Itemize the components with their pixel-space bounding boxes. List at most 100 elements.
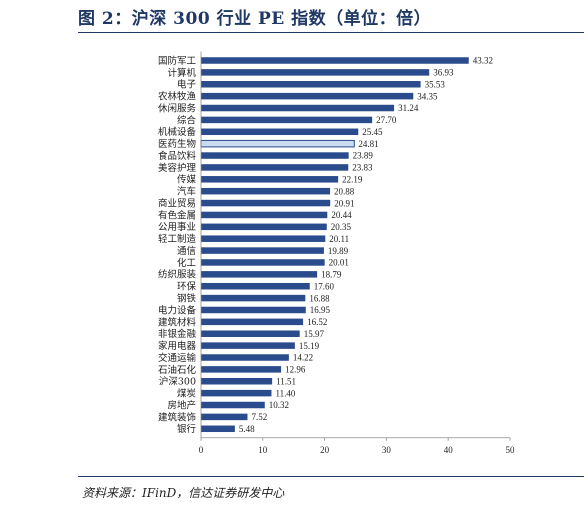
bar <box>201 401 265 409</box>
category-label: 建筑装饰 <box>158 411 196 423</box>
category-label: 轻工制造 <box>158 233 197 245</box>
category-label: 商业贸易 <box>158 197 196 209</box>
value-label: 20.88 <box>334 186 355 196</box>
category-label: 通信 <box>177 245 196 257</box>
category-label: 计算机 <box>167 67 196 79</box>
bar <box>201 378 273 385</box>
category-label: 沪深300 <box>159 376 196 388</box>
bar <box>200 139 355 148</box>
bar <box>201 282 310 290</box>
bar <box>201 354 289 361</box>
x-tick-label: 50 <box>506 445 516 455</box>
bar <box>201 306 306 314</box>
bar <box>201 211 328 219</box>
value-label: 15.19 <box>299 341 320 351</box>
value-label: 18.79 <box>321 270 342 280</box>
value-label: 7.52 <box>251 412 267 422</box>
bar <box>201 259 325 266</box>
value-label: 16.52 <box>307 317 327 327</box>
value-label: 35.53 <box>425 79 446 89</box>
category-label: 交通运输 <box>158 352 197 364</box>
bar <box>201 330 300 337</box>
category-label: 国防军工 <box>158 55 197 67</box>
category-label: 石油石化 <box>158 364 197 376</box>
category-label: 煤炭 <box>177 388 197 400</box>
category-label: 机械设备 <box>158 126 197 138</box>
category-label: 传媒 <box>177 174 197 186</box>
bar <box>201 116 373 124</box>
value-label: 23.83 <box>352 163 373 173</box>
category-label: 汽车 <box>177 186 196 198</box>
value-label: 15.97 <box>304 329 325 339</box>
category-label: 建筑材料 <box>158 316 197 328</box>
category-label: 医药生物 <box>158 138 197 150</box>
title-rule <box>78 32 584 33</box>
value-label: 34.35 <box>417 91 438 101</box>
x-tick-label: 0 <box>199 445 204 455</box>
bar <box>201 164 349 171</box>
category-label: 农林牧渔 <box>158 91 197 103</box>
value-label: 20.35 <box>331 222 352 232</box>
category-label: 电力设备 <box>158 304 197 316</box>
category-label: 公用事业 <box>158 221 196 233</box>
value-label: 24.81 <box>358 139 378 149</box>
value-label: 36.93 <box>433 68 454 78</box>
category-label: 非银金融 <box>158 328 197 340</box>
bar <box>201 366 282 373</box>
category-label: 电子 <box>177 79 197 91</box>
bar <box>201 247 324 254</box>
value-label: 20.11 <box>329 234 349 244</box>
bar <box>201 223 327 231</box>
bar <box>201 425 235 433</box>
value-label: 14.22 <box>293 353 313 363</box>
value-label: 20.91 <box>334 198 354 208</box>
value-label: 5.48 <box>239 424 255 434</box>
x-tick-label: 30 <box>382 445 392 455</box>
bar <box>201 235 326 242</box>
bar <box>201 128 359 136</box>
bar <box>201 176 339 183</box>
value-label: 17.60 <box>314 281 335 291</box>
category-label: 家用电器 <box>158 340 197 352</box>
bar <box>201 104 395 112</box>
value-label: 23.89 <box>353 151 374 161</box>
value-label: 20.01 <box>329 258 349 268</box>
bar <box>201 271 318 278</box>
category-label: 综合 <box>177 114 197 126</box>
bar <box>201 199 331 207</box>
bar <box>201 152 349 159</box>
bar <box>201 57 469 64</box>
figure-title: 图 2：沪深 300 行业 PE 指数（单位：倍） <box>78 9 432 29</box>
bar <box>201 92 414 100</box>
source-rule <box>78 476 584 477</box>
bar <box>201 389 272 397</box>
value-label: 11.40 <box>275 388 295 398</box>
value-label: 10.32 <box>269 400 289 410</box>
value-label: 27.70 <box>376 115 397 125</box>
value-label: 12.96 <box>285 365 306 375</box>
bar <box>201 69 430 76</box>
x-tick-label: 20 <box>320 445 330 455</box>
category-label: 美容护理 <box>158 162 197 174</box>
bar <box>201 342 295 349</box>
category-label: 银行 <box>177 423 197 435</box>
value-label: 31.24 <box>398 103 419 113</box>
x-tick-label: 10 <box>258 445 268 455</box>
bar <box>201 318 304 326</box>
bar <box>201 187 331 195</box>
category-label: 有色金属 <box>158 209 196 221</box>
category-label: 化工 <box>177 257 197 269</box>
bar <box>201 294 306 302</box>
value-label: 16.88 <box>309 293 330 303</box>
category-label: 休闲服务 <box>158 102 197 114</box>
category-label: 钢铁 <box>177 293 197 305</box>
value-label: 20.44 <box>331 210 352 220</box>
category-label: 环保 <box>177 281 197 293</box>
value-label: 22.19 <box>342 175 363 185</box>
value-label: 25.45 <box>362 127 383 137</box>
category-label: 食品饮料 <box>158 150 197 162</box>
value-label: 11.51 <box>276 376 296 386</box>
source-note: 资料来源：IFinD，信达证券研发中心 <box>82 486 285 500</box>
category-label: 房地产 <box>167 399 196 411</box>
